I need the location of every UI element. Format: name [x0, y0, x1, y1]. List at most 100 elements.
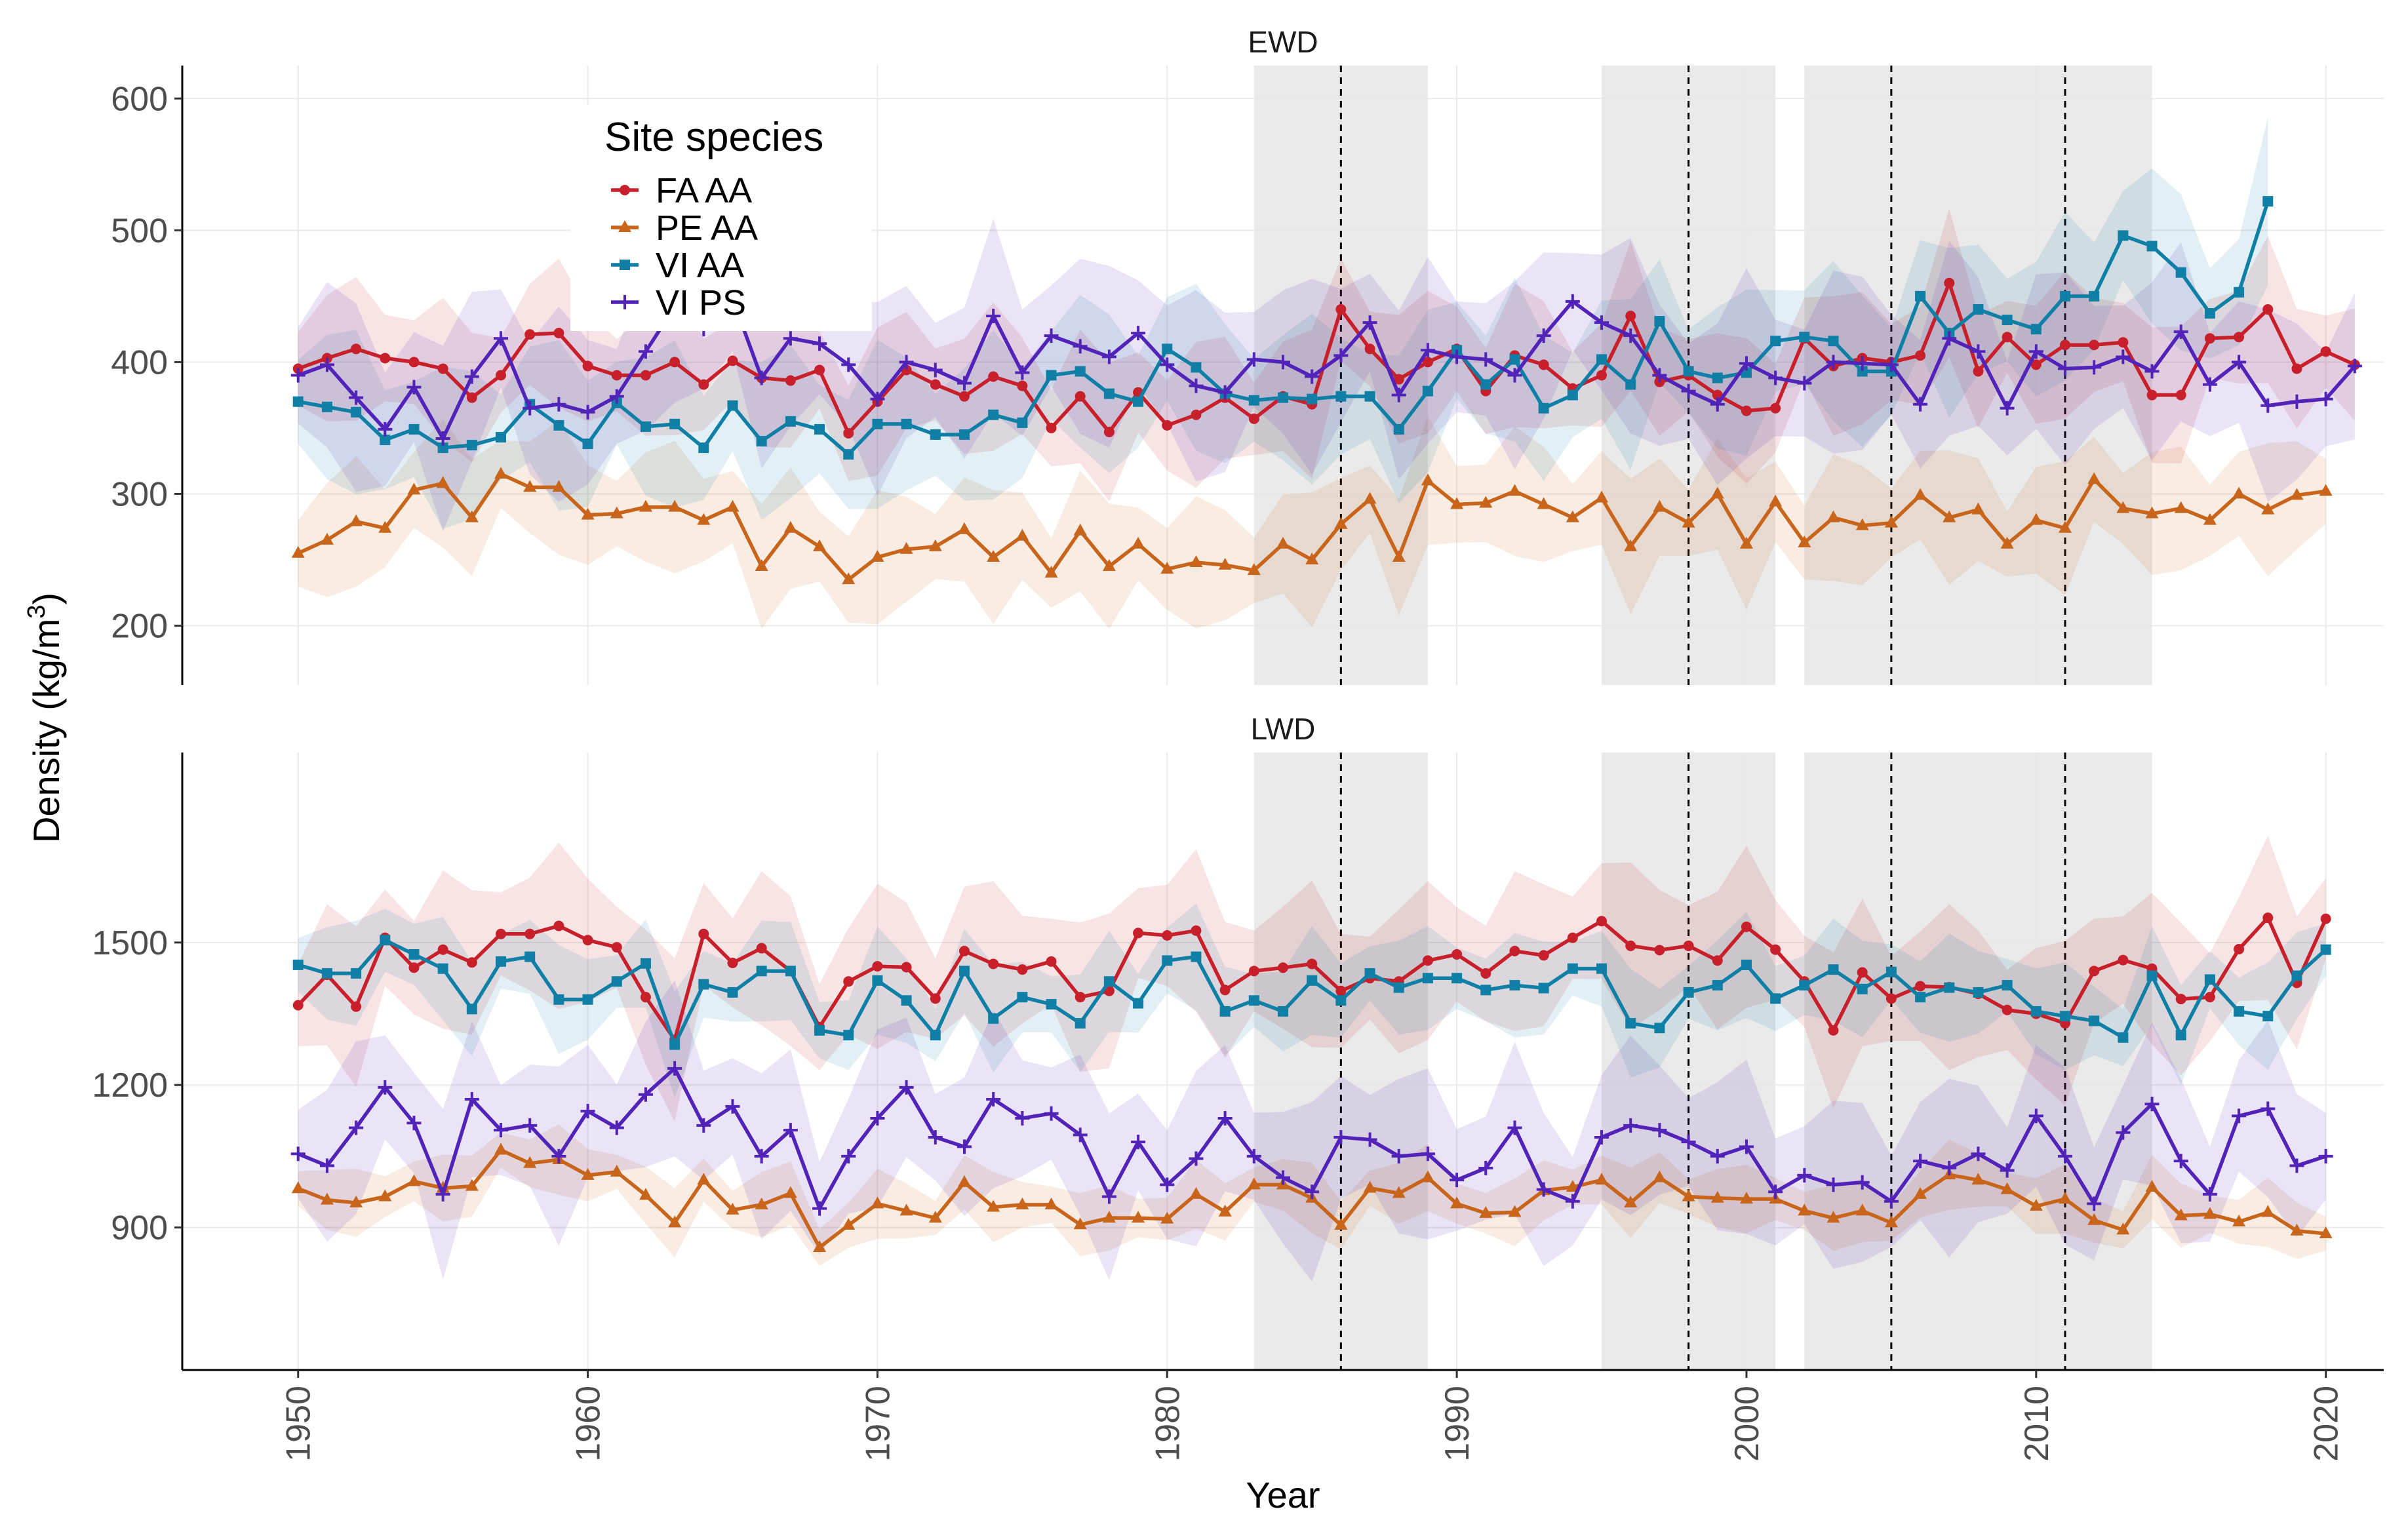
data-point-vi-ps-lwd: [1536, 1182, 1551, 1197]
data-point-vi-aa-ewd: [582, 439, 593, 450]
y-tick-label-ewd: 500: [111, 212, 168, 250]
x-tick-label: 1980: [1149, 1386, 1187, 1462]
data-point-vi-ps-ewd: [1160, 357, 1175, 372]
data-point-vi-ps-lwd: [1217, 1110, 1233, 1125]
data-point-pe-aa-lwd: [1595, 1173, 1609, 1185]
data-point-fa-aa-ewd: [2262, 303, 2274, 315]
data-point-fa-aa-ewd: [582, 361, 593, 372]
data-point-vi-aa-ewd: [1075, 366, 1086, 377]
data-point-pe-aa-ewd: [871, 549, 884, 562]
data-point-vi-aa-lwd: [640, 958, 651, 969]
data-point-fa-aa-lwd: [1278, 962, 1288, 973]
data-point-vi-ps-lwd: [2057, 1148, 2072, 1164]
data-point-vi-aa-ewd: [1103, 388, 1115, 399]
data-point-fa-aa-lwd: [1654, 945, 1665, 956]
data-point-vi-aa-ewd: [785, 416, 796, 427]
data-point-pe-aa-lwd: [871, 1196, 884, 1209]
data-point-fa-aa-lwd: [1828, 1025, 1839, 1036]
data-point-pe-aa-ewd: [494, 467, 508, 479]
data-point-fa-aa-ewd: [1538, 359, 1549, 370]
data-point-fa-aa-lwd: [988, 958, 999, 969]
data-point-vi-aa-ewd: [640, 421, 651, 432]
data-point-vi-ps-ewd: [2260, 398, 2276, 413]
panel-lwd: 900 1200 1500: [92, 753, 2384, 1371]
data-point-pe-aa-ewd: [2058, 520, 2072, 533]
data-point-vi-ps-ewd: [1536, 328, 1551, 343]
data-point-vi-ps-ewd: [1797, 376, 1812, 391]
data-point-vi-ps-ewd: [1507, 368, 1522, 383]
data-point-vi-aa-ewd: [1799, 332, 1810, 343]
data-point-pe-aa-ewd: [1710, 486, 1724, 499]
data-point-vi-ps-lwd: [754, 1148, 769, 1164]
data-point-fa-aa-ewd: [380, 353, 391, 364]
data-point-vi-ps-lwd: [1391, 1148, 1406, 1164]
data-point-vi-aa-lwd: [669, 1039, 681, 1050]
data-point-pe-aa-lwd: [2261, 1205, 2275, 1217]
data-point-vi-aa-lwd: [466, 1004, 477, 1015]
data-point-vi-aa-lwd: [1712, 980, 1723, 991]
data-point-pe-aa-lwd: [1914, 1186, 1927, 1199]
data-point-vi-aa-lwd: [1857, 983, 1868, 994]
data-point-vi-aa-lwd: [2320, 944, 2331, 955]
data-point-vi-aa-ewd: [292, 396, 304, 407]
data-point-pe-aa-ewd: [842, 572, 856, 585]
data-point-pe-aa-ewd: [610, 506, 623, 518]
data-point-fa-aa-lwd: [1219, 985, 1231, 996]
data-point-vi-aa-lwd: [930, 1030, 941, 1041]
data-point-vi-aa-lwd: [611, 976, 622, 987]
y-tick-label-lwd: 900: [111, 1209, 168, 1247]
data-point-pe-aa-lwd: [668, 1215, 682, 1228]
data-point-vi-aa-ewd: [2175, 267, 2186, 278]
data-point-fa-aa-ewd: [2002, 332, 2013, 343]
data-point-vi-aa-lwd: [408, 949, 420, 960]
data-point-vi-aa-ewd: [1191, 362, 1202, 373]
data-point-pe-aa-ewd: [1566, 510, 1579, 522]
data-point-vi-ps-ewd: [464, 369, 479, 384]
data-point-vi-ps-lwd: [1305, 1184, 1320, 1200]
data-point-vi-aa-lwd: [553, 994, 564, 1005]
data-point-fa-aa-ewd: [2146, 389, 2158, 401]
data-point-fa-aa-lwd: [2262, 912, 2274, 924]
y-tick-label-lwd: 1200: [92, 1066, 168, 1105]
data-point-vi-ps-ewd: [957, 376, 972, 391]
data-point-vi-aa-lwd: [1103, 976, 1115, 987]
data-point-fa-aa-ewd: [1741, 405, 1752, 416]
data-point-vi-aa-ewd: [1828, 336, 1839, 347]
data-point-vi-aa-ewd: [843, 449, 854, 460]
data-point-vi-aa-ewd: [2089, 290, 2100, 302]
data-point-vi-ps-lwd: [349, 1120, 364, 1135]
y-tick-label-ewd: 300: [111, 475, 168, 513]
data-point-vi-ps-ewd: [1739, 356, 1754, 371]
x-tick-label: 1950: [280, 1386, 318, 1462]
legend-label: VI AA: [656, 246, 744, 285]
confidence-band-ewd: [298, 416, 2326, 629]
data-point-vi-ps-lwd: [725, 1099, 740, 1114]
data-point-fa-aa-ewd: [1046, 422, 1057, 433]
data-point-pe-aa-lwd: [2290, 1223, 2304, 1236]
data-point-pe-aa-lwd: [1479, 1205, 1493, 1218]
data-point-pe-aa-lwd: [1016, 1197, 1029, 1209]
data-point-pe-aa-lwd: [1508, 1205, 1522, 1217]
data-point-fa-aa-lwd: [1480, 968, 1491, 979]
data-point-vi-ps-lwd: [580, 1104, 595, 1119]
data-point-pe-aa-ewd: [1479, 496, 1493, 508]
data-point-vi-aa-lwd: [2291, 970, 2302, 981]
data-point-vi-aa-ewd: [988, 409, 999, 420]
data-point-vi-aa-ewd: [814, 423, 825, 435]
data-point-fa-aa-ewd: [1335, 303, 1347, 315]
data-point-vi-aa-ewd: [1857, 366, 1868, 377]
data-point-vi-ps-ewd: [2000, 401, 2015, 416]
data-point-vi-ps-ewd: [1246, 352, 1261, 367]
data-point-vi-ps-lwd: [551, 1148, 566, 1164]
data-point-vi-aa-lwd: [524, 951, 536, 962]
legend-background: [570, 105, 872, 331]
legend-title: Site species: [604, 115, 823, 160]
data-point-vi-aa-lwd: [2234, 1006, 2245, 1017]
data-point-vi-ps-lwd: [1507, 1120, 1522, 1135]
data-point-pe-aa-lwd: [813, 1240, 827, 1253]
data-point-vi-aa-ewd: [1625, 379, 1636, 390]
data-point-vi-ps-ewd: [1044, 328, 1059, 343]
data-point-vi-ps-lwd: [1739, 1139, 1754, 1154]
data-point-vi-aa-lwd: [1219, 1006, 1231, 1017]
data-point-vi-aa-ewd: [380, 435, 391, 446]
